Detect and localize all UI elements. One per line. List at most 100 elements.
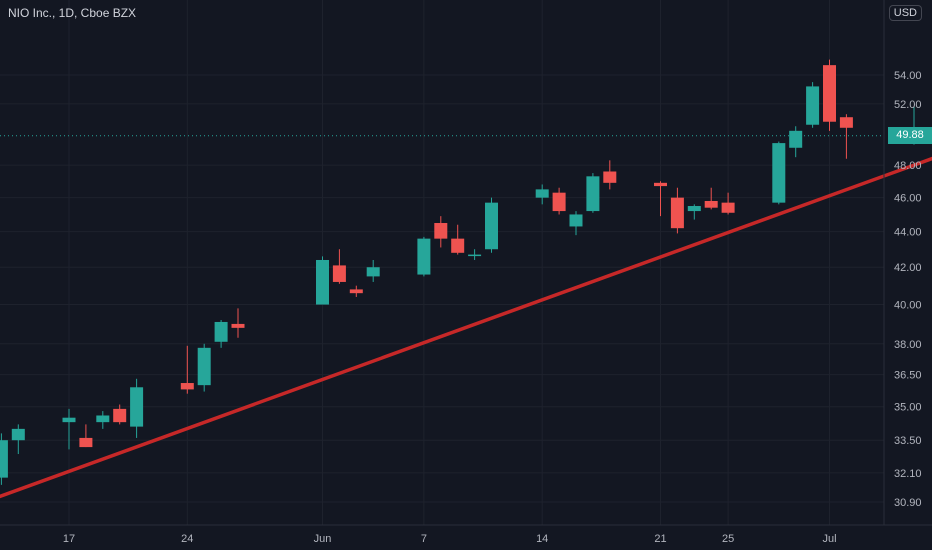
candle-body (451, 238, 465, 253)
candle-body (687, 206, 701, 212)
candle-body (349, 289, 363, 294)
candle-body (79, 437, 93, 448)
candle-body (113, 408, 127, 423)
currency-button[interactable]: USD (888, 5, 922, 21)
candle (569, 211, 583, 236)
candle-body (130, 387, 144, 427)
candle (180, 345, 194, 394)
date-tick-label: 25 (722, 533, 734, 545)
candle (839, 114, 853, 159)
price-tick-label: 48.00 (894, 160, 922, 172)
candle-body (96, 415, 110, 423)
candle-body (569, 214, 583, 227)
candle (79, 424, 93, 448)
candle-body (806, 86, 820, 125)
price-tick-label: 44.00 (894, 227, 922, 239)
candle-body (214, 321, 228, 342)
candle (772, 141, 786, 205)
candle (231, 308, 245, 338)
candle-body (316, 259, 329, 305)
symbol-title: NIO Inc., 1D, Cboe BZX (8, 6, 137, 20)
candle (823, 59, 836, 131)
candle-body (654, 182, 667, 187)
candle (197, 343, 211, 392)
price-tick-label: 35.00 (894, 402, 922, 414)
candle (113, 404, 127, 425)
candle-body (11, 428, 25, 441)
price-tick-label: 46.00 (894, 193, 922, 205)
candle (451, 224, 465, 255)
candle-body (62, 417, 76, 423)
candle (434, 216, 448, 248)
candle (721, 192, 735, 215)
candle (687, 204, 701, 220)
price-tick-label: 30.90 (894, 497, 922, 509)
candle (366, 259, 380, 282)
candle (806, 82, 820, 128)
candle-body (485, 202, 498, 250)
candle (349, 285, 363, 297)
candle (789, 126, 803, 158)
support-trendline (0, 156, 932, 499)
trendline-layer (0, 156, 932, 499)
candle-body (197, 347, 211, 386)
date-tick-label: 7 (421, 533, 427, 545)
candle (417, 236, 431, 277)
candle (468, 249, 482, 260)
candles-layer (0, 59, 921, 485)
price-tick-label: 54.00 (894, 70, 922, 82)
candle-body (231, 323, 245, 328)
candle (654, 181, 667, 217)
last-price-label: 49.88 (888, 127, 932, 145)
candle-body (0, 440, 8, 478)
candle (0, 433, 8, 485)
candle (670, 187, 684, 234)
candle (704, 187, 718, 210)
price-tick-label: 33.50 (894, 435, 922, 447)
candle (552, 187, 566, 215)
candle-body (468, 254, 482, 257)
candle-body (332, 265, 346, 282)
candle-body (366, 267, 380, 277)
candle-body (434, 223, 448, 239)
date-tick-label: 24 (181, 533, 193, 545)
price-tick-label: 52.00 (894, 99, 922, 111)
date-tick-label: Jun (314, 533, 332, 545)
candle-body (180, 383, 194, 390)
price-tick-label: 32.10 (894, 468, 922, 480)
candle (96, 411, 110, 429)
price-tick-label: 42.00 (894, 262, 922, 274)
candle-body (670, 197, 684, 229)
candle-body (721, 202, 735, 213)
candle-body (417, 238, 431, 275)
candle (535, 184, 549, 205)
candle (316, 256, 329, 305)
candle-body (704, 200, 718, 208)
candle-body (789, 130, 803, 148)
candle-body (603, 171, 617, 183)
candle (130, 378, 144, 438)
candle-body (823, 65, 836, 122)
candle (603, 160, 617, 190)
price-tick-label: 36.50 (894, 370, 922, 382)
candle (214, 320, 228, 348)
price-axis[interactable]: 30.90 32.10 33.50 35.00 36.50 38.00 40.00 42.00… (894, 70, 922, 509)
candle (332, 249, 346, 284)
candle (11, 424, 25, 455)
date-tick-label: Jul (822, 533, 836, 545)
time-axis[interactable]: 1724Jun7142125Jul12 (63, 533, 932, 545)
candle (586, 173, 600, 213)
price-tick-label: 38.00 (894, 339, 922, 351)
candle-body (772, 143, 786, 203)
candle-body (535, 189, 549, 198)
date-tick-label: 21 (654, 533, 666, 545)
date-tick-label: 14 (536, 533, 548, 545)
price-tick-label: 40.00 (894, 300, 922, 312)
candle-body (552, 192, 566, 212)
candle-body (839, 117, 853, 128)
candle (485, 197, 498, 253)
candle-body (586, 176, 600, 212)
date-tick-label: 17 (63, 533, 75, 545)
candle (62, 408, 76, 450)
